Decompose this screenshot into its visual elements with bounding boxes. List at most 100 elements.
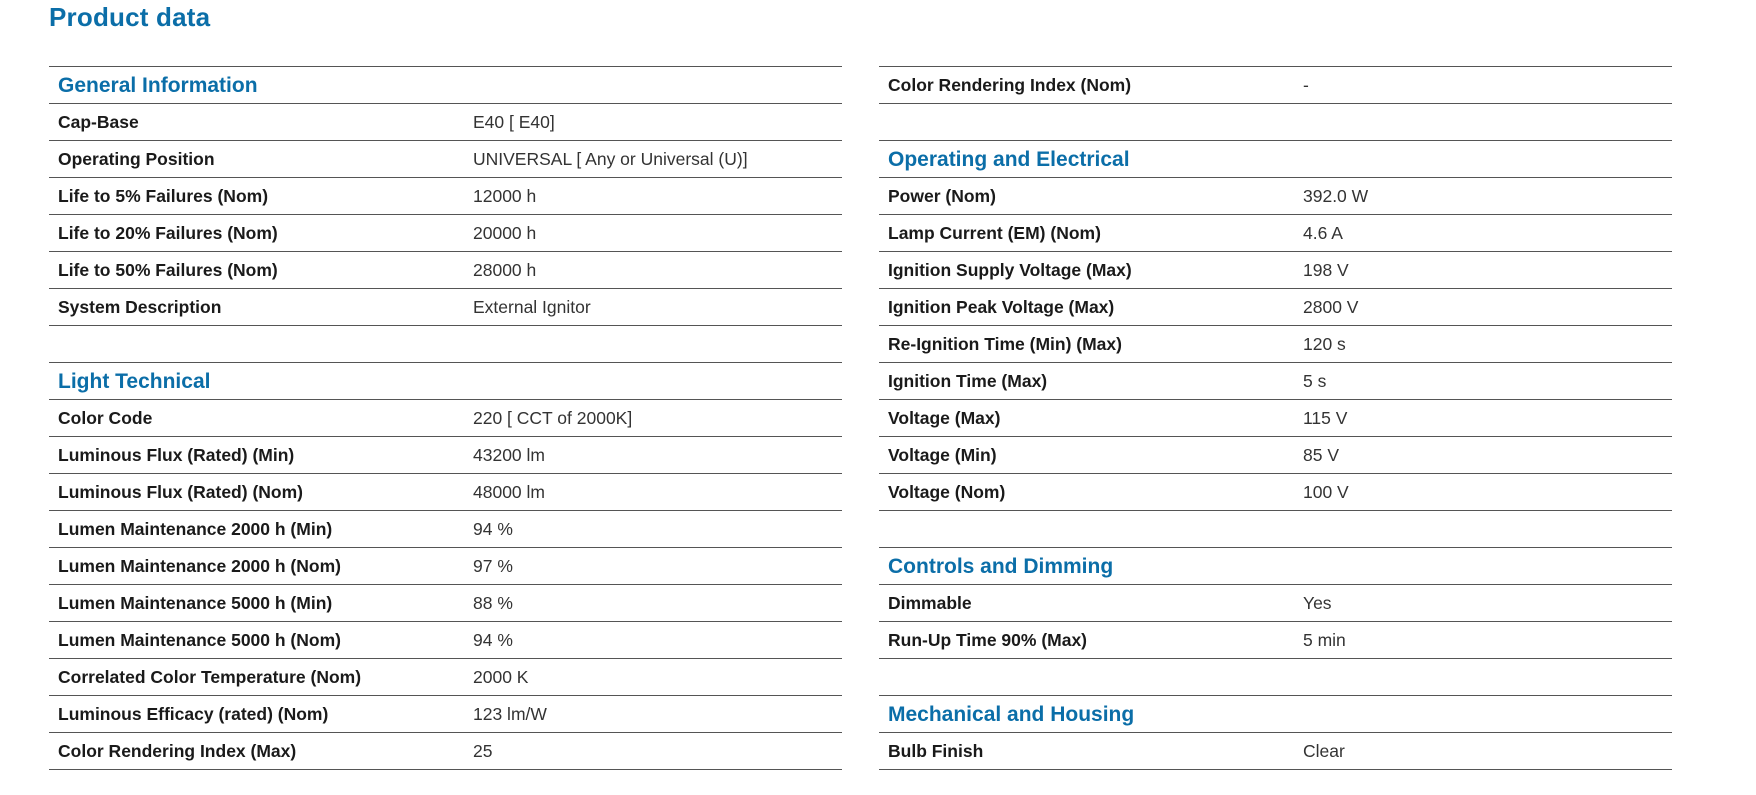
spec-row-voltage-max: Voltage (Max) 115 V: [879, 400, 1672, 437]
spec-row-reignition-time: Re-Ignition Time (Min) (Max) 120 s: [879, 326, 1672, 363]
spec-value: 120 s: [1303, 334, 1346, 354]
spec-value: 5 min: [1303, 630, 1346, 650]
section-controls-dimming: Controls and Dimming: [879, 548, 1672, 585]
left-column: General Information Cap-Base E40 [ E40] …: [49, 66, 842, 770]
spec-row-ignition-supply-voltage: Ignition Supply Voltage (Max) 198 V: [879, 252, 1672, 289]
spec-row-run-up-time: Run-Up Time 90% (Max) 5 min: [879, 622, 1672, 659]
spec-label: Run-Up Time 90% (Max): [888, 630, 1088, 650]
spec-label: Ignition Peak Voltage (Max): [888, 297, 1115, 317]
spec-value: 220 [ CCT of 2000K]: [473, 408, 633, 428]
spec-label: Ignition Time (Max): [888, 371, 1048, 391]
spec-row-ignition-peak-voltage: Ignition Peak Voltage (Max) 2800 V: [879, 289, 1672, 326]
spec-label: Life to 50% Failures (Nom): [58, 260, 278, 280]
spec-label: System Description: [58, 297, 222, 317]
spec-row-cri-max: Color Rendering Index (Max) 25: [49, 733, 842, 770]
spec-value: 198 V: [1303, 260, 1349, 280]
spec-value: 100 V: [1303, 482, 1349, 502]
spec-value: 94 %: [473, 519, 513, 539]
spec-row-lm-5000-nom: Lumen Maintenance 5000 h (Nom) 94 %: [49, 622, 842, 659]
spec-value: 88 %: [473, 593, 513, 613]
section-title: Mechanical and Housing: [888, 703, 1135, 726]
section-general-information: General Information: [49, 67, 842, 104]
spec-value: UNIVERSAL [ Any or Universal (U)]: [473, 149, 748, 169]
spec-row-color-code: Color Code 220 [ CCT of 2000K]: [49, 400, 842, 437]
spec-value: 12000 h: [473, 186, 537, 206]
spec-row-life-20: Life to 20% Failures (Nom) 20000 h: [49, 215, 842, 252]
section-title: Light Technical: [58, 370, 211, 393]
spec-row-efficacy-nom: Luminous Efficacy (rated) (Nom) 123 lm/W: [49, 696, 842, 733]
spec-label: Color Rendering Index (Nom): [888, 75, 1132, 95]
spec-row-life-50: Life to 50% Failures (Nom) 28000 h: [49, 252, 842, 289]
spec-label: Luminous Flux (Rated) (Nom): [58, 482, 303, 502]
spacer-row: [879, 511, 1672, 548]
spec-row-dimmable: Dimmable Yes: [879, 585, 1672, 622]
spec-row-bulb-finish: Bulb Finish Clear: [879, 733, 1672, 770]
spec-label: Lumen Maintenance 5000 h (Min): [58, 593, 333, 613]
spec-value: 123 lm/W: [473, 704, 547, 724]
page-title: Product data: [49, 2, 211, 32]
spec-value: 28000 h: [473, 260, 537, 280]
section-light-technical: Light Technical: [49, 363, 842, 400]
section-mechanical-housing: Mechanical and Housing: [879, 696, 1672, 733]
spec-label: Color Rendering Index (Max): [58, 741, 297, 761]
spec-label: Ignition Supply Voltage (Max): [888, 260, 1132, 280]
spec-row-power-nom: Power (Nom) 392.0 W: [879, 178, 1672, 215]
spec-label: Power (Nom): [888, 186, 996, 206]
spec-label: Life to 20% Failures (Nom): [58, 223, 278, 243]
spec-label: Voltage (Nom): [888, 482, 1006, 502]
spec-label: Bulb Finish: [888, 741, 984, 761]
spec-value: 392.0 W: [1303, 186, 1369, 206]
spec-row-lm-2000-min: Lumen Maintenance 2000 h (Min) 94 %: [49, 511, 842, 548]
spec-row-system-description: System Description External Ignitor: [49, 289, 842, 326]
spec-row-cct-nom: Correlated Color Temperature (Nom) 2000 …: [49, 659, 842, 696]
spec-label: Lumen Maintenance 5000 h (Nom): [58, 630, 341, 650]
spec-row-voltage-min: Voltage (Min) 85 V: [879, 437, 1672, 474]
spec-value: Clear: [1303, 741, 1345, 761]
spec-label: Cap-Base: [58, 112, 139, 132]
spec-value: 85 V: [1303, 445, 1339, 465]
spec-row-lm-5000-min: Lumen Maintenance 5000 h (Min) 88 %: [49, 585, 842, 622]
spec-value: 48000 lm: [473, 482, 545, 502]
spec-row-ignition-time: Ignition Time (Max) 5 s: [879, 363, 1672, 400]
spec-row-cri-nom: Color Rendering Index (Nom) -: [879, 67, 1672, 104]
spec-label: Dimmable: [888, 593, 972, 613]
spec-value: 94 %: [473, 630, 513, 650]
spec-value: 4.6 A: [1303, 223, 1343, 243]
section-title: General Information: [58, 74, 258, 97]
spec-row-life-5: Life to 5% Failures (Nom) 12000 h: [49, 178, 842, 215]
spec-label: Life to 5% Failures (Nom): [58, 186, 269, 206]
spacer-row: [49, 326, 842, 363]
spec-label: Correlated Color Temperature (Nom): [58, 667, 362, 687]
section-title: Controls and Dimming: [888, 555, 1114, 578]
spec-row-flux-min: Luminous Flux (Rated) (Min) 43200 lm: [49, 437, 842, 474]
spec-label: Voltage (Max): [888, 408, 1001, 428]
spec-row-lm-2000-nom: Lumen Maintenance 2000 h (Nom) 97 %: [49, 548, 842, 585]
spec-label: Re-Ignition Time (Min) (Max): [888, 334, 1122, 354]
spec-value: External Ignitor: [473, 297, 591, 317]
spacer-row: [879, 104, 1672, 141]
spec-value: 97 %: [473, 556, 513, 576]
spec-label: Operating Position: [58, 149, 215, 169]
spec-row-flux-nom: Luminous Flux (Rated) (Nom) 48000 lm: [49, 474, 842, 511]
spec-value: Yes: [1303, 593, 1332, 613]
spec-value: 20000 h: [473, 223, 537, 243]
section-title: Operating and Electrical: [888, 148, 1130, 171]
spec-value: 25: [473, 741, 493, 761]
spec-row-lamp-current: Lamp Current (EM) (Nom) 4.6 A: [879, 215, 1672, 252]
section-operating-electrical: Operating and Electrical: [879, 141, 1672, 178]
spec-value: -: [1303, 75, 1309, 95]
spec-value: 2800 V: [1303, 297, 1359, 317]
spec-row-voltage-nom: Voltage (Nom) 100 V: [879, 474, 1672, 511]
spec-row-operating-position: Operating Position UNIVERSAL [ Any or Un…: [49, 141, 842, 178]
spec-row-cap-base: Cap-Base E40 [ E40]: [49, 104, 842, 141]
spec-label: Color Code: [58, 408, 153, 428]
spacer-row: [879, 659, 1672, 696]
spec-value: E40 [ E40]: [473, 112, 555, 132]
spec-value: 43200 lm: [473, 445, 545, 465]
spec-label: Luminous Efficacy (rated) (Nom): [58, 704, 329, 724]
spec-value: 2000 K: [473, 667, 529, 687]
spec-value: 5 s: [1303, 371, 1327, 391]
spec-label: Luminous Flux (Rated) (Min): [58, 445, 295, 465]
spec-label: Voltage (Min): [888, 445, 997, 465]
right-column: Color Rendering Index (Nom) - Operating …: [879, 66, 1672, 770]
